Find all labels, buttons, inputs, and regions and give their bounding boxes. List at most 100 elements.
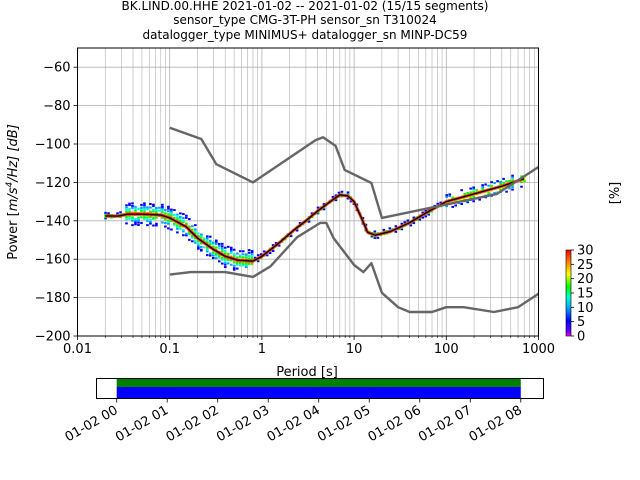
- heatmap-cell: [478, 198, 481, 201]
- timeline-tick-label: 01-02 07: [416, 403, 474, 445]
- heatmap-cell: [206, 254, 209, 257]
- heatmap-cell: [484, 183, 487, 186]
- heatmap-cell: [232, 267, 236, 270]
- heatmap-cell: [167, 222, 170, 225]
- heatmap-cell: [185, 234, 188, 237]
- heatmap-cell: [238, 255, 242, 258]
- heatmap-cell: [128, 207, 131, 210]
- heatmap-cell: [232, 253, 236, 256]
- heatmap-cell: [170, 208, 173, 211]
- heatmap-cell: [191, 228, 194, 231]
- colorbar-gradient: [565, 249, 572, 337]
- heatmap-cell: [161, 205, 164, 208]
- heatmap-cell: [182, 217, 185, 220]
- heatmap-cell: [179, 220, 182, 223]
- heatmap-cell: [203, 238, 206, 241]
- psd-plot-area: 0.01 0.1 1 10 100 1000 −200 −180 −160 −140 −120 −1…: [5, 47, 555, 380]
- heatmap-cell: [194, 229, 197, 232]
- heatmap-cell: [173, 216, 176, 219]
- heatmap-cell: [176, 224, 179, 227]
- heatmap-cell: [152, 208, 155, 211]
- plot-frame: [77, 47, 539, 337]
- heatmap-cell: [167, 227, 170, 230]
- heatmap-cell: [137, 223, 140, 226]
- heatmap-cell: [140, 208, 143, 211]
- heatmap-cell: [223, 263, 227, 266]
- heatmap-cell: [229, 251, 233, 254]
- title-line-1: BK.LIND.00.HHE 2021-01-02 -- 2021-01-02 …: [122, 0, 489, 13]
- heatmap-cell: [370, 235, 374, 238]
- heatmap-cell: [460, 202, 463, 205]
- heatmap-cell: [217, 260, 221, 263]
- heatmap-cell: [119, 211, 122, 214]
- x-tick-label: 1: [258, 342, 266, 357]
- heatmap-cell: [481, 187, 484, 190]
- heatmap-cell: [229, 259, 233, 262]
- heatmap-cell: [217, 247, 221, 250]
- heatmap-cell: [149, 220, 152, 223]
- heatmap-cell: [409, 224, 413, 227]
- heatmap-cell: [241, 262, 245, 265]
- heatmap-cell: [179, 212, 182, 215]
- title-line-3: datalogger_type MINIMUS+ datalogger_sn M…: [143, 28, 468, 42]
- heatmap-cell: [131, 202, 134, 205]
- x-tick-label: 0.01: [63, 342, 92, 357]
- heatmap-cell: [520, 185, 523, 188]
- heatmap-cell: [331, 195, 335, 198]
- heatmap-cell: [475, 189, 478, 192]
- heatmap-cell: [149, 218, 152, 221]
- heatmap-cell: [241, 256, 245, 259]
- heatmap-cell: [481, 186, 484, 189]
- heatmap-cell: [140, 203, 143, 206]
- heatmap-cell: [206, 248, 209, 251]
- heatmap-cell: [134, 209, 137, 212]
- heatmap-cell: [214, 239, 218, 242]
- heatmap-cell: [394, 225, 398, 228]
- heatmap-cell: [170, 220, 173, 223]
- heatmap-cell: [137, 216, 140, 219]
- heatmap-cell: [137, 217, 140, 220]
- heatmap-cell: [238, 254, 242, 257]
- colorbar-tick-label: 15: [577, 287, 594, 302]
- ylabel-rest: /Hz] [dB]: [6, 124, 21, 183]
- colorbar-label: [%]: [608, 182, 623, 205]
- heatmap-cell: [499, 183, 502, 186]
- heatmap-cell: [161, 207, 164, 210]
- heatmap-cell: [247, 257, 251, 260]
- heatmap-cell: [155, 211, 158, 214]
- heatmap-cell: [448, 193, 452, 196]
- y-tick-label: −140: [35, 214, 71, 229]
- heatmap-cell: [373, 230, 377, 233]
- heatmap-cell: [185, 216, 188, 219]
- heatmap-cell: [176, 213, 179, 216]
- heatmap-cell: [505, 190, 508, 193]
- heatmap-cell: [143, 217, 146, 220]
- heatmap-cell: [188, 218, 191, 221]
- heatmap-cell: [250, 250, 254, 253]
- heatmap-cell: [493, 181, 496, 184]
- heatmap-cell: [176, 217, 179, 220]
- y-tick-label: −60: [43, 61, 70, 76]
- heatmap-cell: [146, 208, 149, 211]
- heatmap-cell: [197, 246, 200, 249]
- heatmap-cell: [167, 207, 170, 210]
- heatmap-cell: [185, 232, 188, 235]
- heatmap-cell: [232, 268, 236, 271]
- heatmap-cell: [188, 233, 191, 236]
- heatmap-cell: [469, 191, 472, 194]
- heatmap-cell: [128, 215, 131, 218]
- heatmap-cell: [241, 250, 245, 253]
- heatmap-cell: [220, 247, 224, 250]
- heatmap-cell: [158, 206, 161, 209]
- heatmap-cell: [436, 202, 440, 205]
- heatmap-cell: [334, 194, 338, 197]
- heatmap-cell: [271, 250, 275, 253]
- heatmap-cell: [244, 264, 248, 267]
- heatmap-cell: [223, 246, 227, 249]
- psd-mean-curve: [105, 177, 525, 263]
- heatmap-cell: [140, 206, 143, 209]
- heatmap-cell: [167, 213, 170, 216]
- heatmap-cell: [173, 223, 176, 226]
- heatmap-cell: [152, 203, 155, 206]
